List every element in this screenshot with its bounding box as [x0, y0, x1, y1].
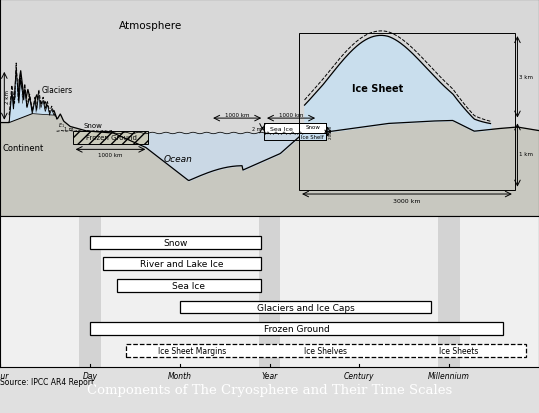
Text: Snow: Snow — [163, 238, 188, 247]
Text: Glaciers: Glaciers — [42, 86, 73, 95]
Text: Frozen Ground: Frozen Ground — [264, 324, 329, 333]
Bar — [179, 301, 431, 314]
Text: Continent: Continent — [3, 144, 44, 153]
Bar — [117, 279, 260, 292]
Text: Century: Century — [344, 371, 375, 380]
Text: Day: Day — [82, 371, 98, 380]
Text: Millennium: Millennium — [428, 371, 470, 380]
Bar — [299, 124, 326, 134]
Text: 1 km: 1 km — [519, 152, 533, 157]
Bar — [73, 132, 148, 145]
Text: Hour: Hour — [0, 371, 9, 380]
Text: 3000 km: 3000 km — [393, 199, 421, 204]
Text: Source: IPCC AR4 Report: Source: IPCC AR4 Report — [0, 377, 94, 386]
Text: Sea Ice: Sea Ice — [172, 281, 205, 290]
Bar — [264, 124, 299, 134]
Bar — [90, 236, 260, 249]
Text: Ice Shelf: Ice Shelf — [301, 135, 324, 140]
Text: 1000 km: 1000 km — [279, 112, 303, 117]
Text: 1 m: 1 m — [64, 126, 73, 131]
Text: Ice Sheet Margins: Ice Sheet Margins — [158, 346, 226, 355]
Bar — [126, 344, 526, 357]
Bar — [264, 124, 326, 140]
Text: Atmosphere: Atmosphere — [119, 21, 182, 31]
Text: Components of The Cryosphere and Their Time Scales: Components of The Cryosphere and Their T… — [87, 383, 452, 396]
Text: 2 m: 2 m — [252, 126, 261, 131]
Text: Snow: Snow — [305, 125, 320, 130]
Bar — [299, 134, 326, 140]
Text: Snow: Snow — [84, 123, 102, 128]
Bar — [299, 34, 515, 190]
Bar — [103, 258, 260, 271]
Text: Glaciers and Ice Caps: Glaciers and Ice Caps — [257, 303, 354, 312]
Text: 200 m: 200 m — [329, 126, 333, 139]
Text: Sea Ice: Sea Ice — [270, 126, 293, 131]
Text: Ocean: Ocean — [163, 154, 192, 164]
Text: Frozen Ground: Frozen Ground — [86, 135, 137, 141]
Text: Ice Sheet: Ice Sheet — [351, 84, 403, 94]
Bar — [438, 217, 460, 368]
Text: Month: Month — [168, 371, 192, 380]
Bar — [259, 217, 280, 368]
Text: 1000 km: 1000 km — [225, 112, 250, 117]
Text: 2 km: 2 km — [5, 90, 10, 104]
Polygon shape — [32, 95, 54, 116]
Polygon shape — [9, 70, 32, 123]
Text: $E_1$: $E_1$ — [58, 120, 65, 129]
Text: Ice Sheets: Ice Sheets — [439, 346, 479, 355]
Bar — [79, 217, 101, 368]
Text: 3 km: 3 km — [519, 75, 533, 80]
Text: Ice Shelves: Ice Shelves — [304, 346, 347, 355]
Text: Year: Year — [261, 371, 278, 380]
Bar — [90, 322, 503, 335]
Text: 1000 km: 1000 km — [98, 153, 123, 158]
Text: River and Lake Ice: River and Lake Ice — [140, 260, 224, 269]
